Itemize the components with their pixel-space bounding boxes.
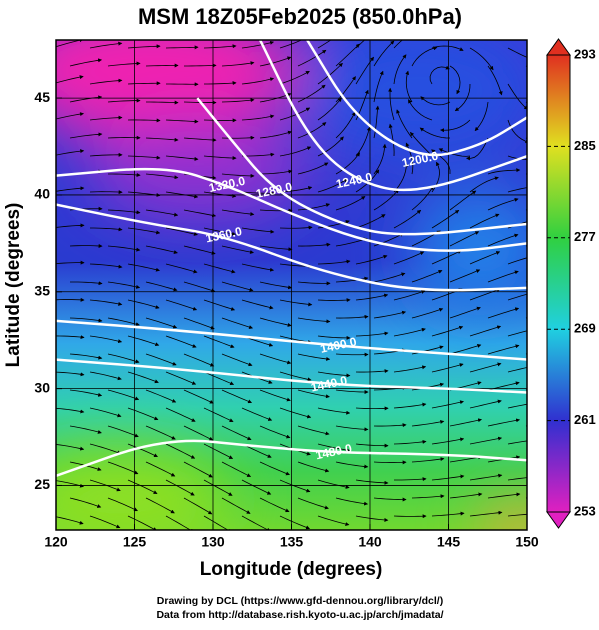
blob [10, 450, 230, 550]
x-tick-label: 145 [437, 534, 461, 550]
y-tick-label: 35 [34, 282, 50, 298]
x-tick-label: 150 [515, 534, 539, 550]
y-tick-label: 30 [34, 379, 50, 395]
footer-line: Drawing by DCL (https://www.gfd-dennou.o… [157, 595, 443, 607]
y-tick-label: 45 [34, 89, 50, 105]
colorbar-label: 253 [574, 503, 596, 518]
field: 1200.01240.01280.01320.01360.01400.01440… [0, 0, 560, 555]
colorbar-label: 285 [574, 138, 596, 153]
colorbar-label: 277 [574, 229, 596, 244]
x-tick-label: 140 [358, 534, 382, 550]
colorbar-arrow [547, 512, 570, 528]
x-axis-label: Longitude (degrees) [200, 559, 383, 580]
map-title: MSM 18Z05Feb2025 (850.0hPa) [138, 4, 462, 29]
colorbar-label: 293 [574, 46, 596, 61]
y-axis-label: Latitude (degrees) [3, 203, 24, 368]
y-tick-label: 25 [34, 476, 50, 492]
x-tick-label: 130 [201, 534, 225, 550]
blob [300, 20, 540, 160]
colorbar: 253 261 269 277 285 293 [547, 39, 596, 528]
y-tick-label: 40 [34, 186, 50, 202]
x-tick-label: 125 [123, 534, 147, 550]
colorbar-label: 269 [574, 321, 596, 336]
footer-line: Data from http://database.rish.kyoto-u.a… [156, 609, 443, 621]
colorbar-arrow [547, 39, 570, 55]
colorbar-body [547, 55, 570, 512]
x-tick-label: 135 [280, 534, 304, 550]
colorbar-label: 261 [574, 412, 596, 427]
x-tick-label: 120 [44, 534, 68, 550]
